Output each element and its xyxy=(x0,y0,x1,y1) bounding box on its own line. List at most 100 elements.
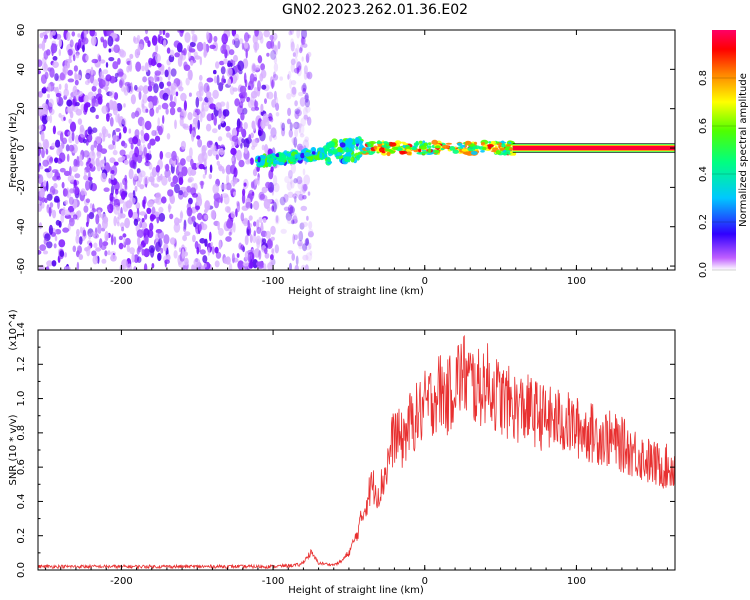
spectrogram-noise-blob xyxy=(290,63,295,73)
spectrogram-noise-blob xyxy=(302,87,307,95)
spectrogram-noise-blob xyxy=(249,234,253,244)
spectrogram-noise-blob xyxy=(287,204,294,215)
spectrogram-noise-blob xyxy=(193,258,201,268)
spectrogram-noise-blob xyxy=(179,30,185,34)
spectrogram-noise-blob xyxy=(144,120,152,131)
spectrogram-noise-blob xyxy=(161,196,167,204)
spectrogram-signal-blob xyxy=(260,159,265,166)
spectrogram-noise-blob xyxy=(117,71,124,77)
spectrogram-noise-blob xyxy=(213,69,217,75)
spectrogram-noise-blob xyxy=(275,44,278,55)
spectrogram-noise-blob xyxy=(112,134,118,142)
spectrogram-noise-blob xyxy=(233,167,238,178)
spectrogram-noise-blob xyxy=(303,95,309,100)
spectrogram-signal-blob xyxy=(343,156,350,163)
spectrogram-noise-blob xyxy=(151,35,158,46)
spectrogram-noise-blob xyxy=(213,198,220,209)
spectrogram-noise-blob xyxy=(121,156,126,161)
spectrogram-signal-blob xyxy=(272,159,278,165)
spectrogram-noise-blob xyxy=(256,226,262,234)
spectrogram-noise-blob xyxy=(298,123,302,128)
spectrogram-noise-blob xyxy=(291,218,298,224)
spectrogram-noise-blob xyxy=(221,75,225,86)
spectrogram-noise-blob xyxy=(85,180,90,191)
spectrogram-noise-blob xyxy=(250,181,254,189)
snr-y-tick-label: 0.6 xyxy=(16,459,27,475)
spectrogram-noise-blob xyxy=(100,244,107,251)
spectrogram-noise-blob xyxy=(130,159,136,169)
spectrogram-noise-blob xyxy=(210,242,213,247)
spectrogram-noise-blob xyxy=(307,231,314,238)
spectrogram-noise-blob xyxy=(89,203,93,209)
spectrogram-noise-blob xyxy=(102,39,108,49)
spectrogram-noise-blob xyxy=(121,226,125,232)
spectrogram-noise-blob xyxy=(52,125,57,135)
colorbar-ticks: 0.0 0.2 0.4 0.6 0.8 xyxy=(698,70,736,278)
spectrogram-noise-blob xyxy=(119,213,126,219)
spectrogram-signal-blob xyxy=(367,151,374,156)
spectrogram-noise-blob xyxy=(219,60,225,66)
spectrogram-noise-blob xyxy=(126,263,132,270)
colorbar-tick-label: 0.0 xyxy=(698,262,709,278)
spectrogram-noise-blob xyxy=(77,33,81,38)
spectrogram-signal-blob xyxy=(356,154,361,161)
spectrogram-noise-blob xyxy=(110,184,115,196)
spectrogram-noise-blob xyxy=(51,142,56,149)
spectrogram-noise-blob xyxy=(160,247,164,254)
spectrogram-noise-blob xyxy=(39,199,42,206)
spectrogram-noise-blob xyxy=(40,188,45,198)
spectrogram-noise-blob xyxy=(128,209,133,218)
spectrogram-noise-blob xyxy=(193,221,197,228)
spectrogram-noise-blob xyxy=(55,139,61,148)
spectrogram-noise-blob xyxy=(109,117,114,127)
spectrogram-noise-blob xyxy=(294,128,299,138)
spectrogram-noise-blob xyxy=(38,154,41,164)
spectrogram-y-tick-label: -60 xyxy=(16,258,27,274)
spectrogram-noise-blob xyxy=(108,48,112,53)
spectrogram-noise-blob xyxy=(267,124,272,130)
spectrogram-noise-blob xyxy=(47,93,50,99)
spectrogram-noise-blob xyxy=(54,73,59,82)
spectrogram-signal-blob xyxy=(332,148,338,155)
spectrogram-noise-blob xyxy=(272,134,277,140)
spectrogram-noise-blob xyxy=(154,73,158,83)
spectrogram-noise-blob xyxy=(173,250,178,259)
spectrogram-noise-blob xyxy=(305,53,310,64)
spectrogram-noise-blob xyxy=(117,57,121,65)
spectrogram-noise-blob xyxy=(198,96,203,102)
spectrogram-noise-blob xyxy=(63,209,70,216)
spectrogram-noise-blob xyxy=(293,121,300,130)
spectrogram-noise-blob xyxy=(141,248,145,256)
spectrogram-noise-blob xyxy=(303,174,311,186)
spectrogram-noise-blob xyxy=(164,69,169,78)
spectrogram-noise-blob xyxy=(150,76,154,83)
spectrogram-noise-blob xyxy=(296,106,302,115)
spectrogram-noise-blob xyxy=(187,166,193,177)
spectrogram-noise-blob xyxy=(294,108,301,115)
spectrogram-noise-blob xyxy=(213,35,218,43)
spectrogram-noise-blob xyxy=(270,50,277,60)
spectrogram-noise-blob xyxy=(266,206,271,212)
spectrogram-noise-blob xyxy=(74,74,82,80)
snr-y-tick-label: 0.2 xyxy=(16,528,27,544)
spectrogram-noise-blob xyxy=(68,196,74,205)
spectrogram-noise-blob xyxy=(269,117,274,123)
spectrogram-noise-blob xyxy=(91,98,97,104)
spectrogram-noise-blob xyxy=(189,147,193,159)
spectrogram-noise-blob xyxy=(101,159,105,164)
spectrogram-noise-blob xyxy=(156,76,160,82)
spectrogram-noise-blob xyxy=(75,234,80,244)
spectrogram-noise-blob xyxy=(257,80,261,92)
spectrogram-noise-blob xyxy=(219,147,224,156)
spectrogram-y-tick-label: 20 xyxy=(16,102,27,115)
spectrogram-noise-blob xyxy=(68,118,73,124)
spectrogram-noise-blob xyxy=(155,241,162,253)
spectrogram-signal-blob xyxy=(362,150,367,154)
spectrogram-noise-blob xyxy=(123,159,129,165)
spectrogram-noise-blob xyxy=(166,47,171,54)
spectrogram-noise-blob xyxy=(254,178,258,186)
spectrogram-noise-blob xyxy=(220,66,226,75)
spectrogram-noise-blob xyxy=(76,210,82,218)
spectrogram-noise-blob xyxy=(235,208,238,218)
snr-y-tick-label: 0.0 xyxy=(16,562,27,578)
